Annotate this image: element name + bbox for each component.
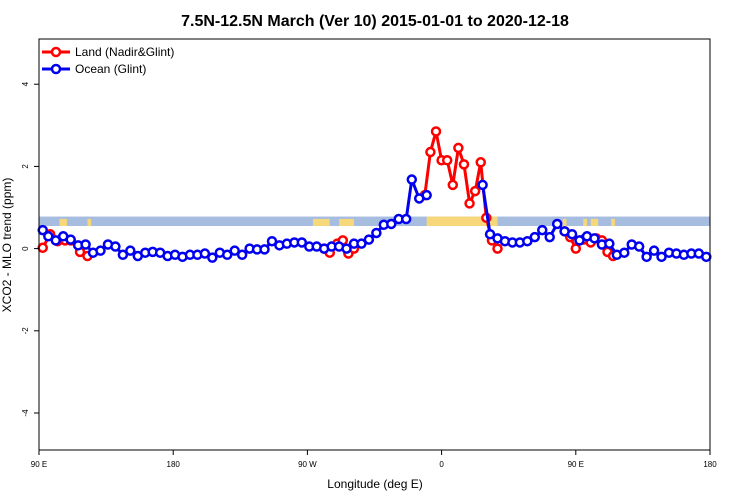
y-tick-label: -2 — [21, 327, 30, 335]
data-point — [400, 213, 412, 225]
data-point — [386, 218, 397, 230]
y-axis: -4 -2 0 2 4 — [21, 81, 39, 417]
data-point — [266, 235, 278, 247]
data-point — [619, 247, 630, 258]
data-point — [296, 237, 308, 248]
land-band-segment — [426, 216, 498, 227]
x-tick-label: 90 E — [31, 460, 47, 469]
data-point — [648, 245, 660, 256]
y-tick-label: 4 — [21, 81, 30, 86]
legend: Land (Nadir&Glint) Ocean (Glint) — [42, 45, 174, 76]
legend-land-marker — [50, 46, 62, 58]
data-point — [430, 126, 442, 137]
data-point — [80, 239, 91, 250]
data-point — [464, 198, 475, 209]
data-point — [259, 244, 270, 255]
land-band-segment — [87, 218, 92, 227]
data-point — [37, 242, 48, 254]
data-point — [589, 233, 600, 244]
data-point — [50, 235, 62, 246]
data-point — [570, 243, 582, 254]
data-point — [484, 228, 496, 240]
x-tick-label: 90 W — [298, 460, 317, 469]
land-band-segment — [339, 218, 354, 227]
legend-land-label: Land (Nadir&Glint) — [75, 45, 174, 59]
land-band-segment — [590, 218, 599, 227]
data-point — [551, 218, 563, 230]
y-tick-label: -4 — [21, 409, 30, 417]
chart-title: 7.5N-12.5N March (Ver 10) 2015-01-01 to … — [181, 13, 569, 30]
data-point — [604, 238, 615, 249]
data-point — [453, 142, 464, 154]
land-band-segment — [312, 218, 330, 227]
x-axis-label: Longitude (deg E) — [327, 477, 422, 491]
data-point — [95, 245, 106, 256]
data-point — [475, 157, 486, 168]
data-point — [356, 238, 367, 249]
data-point — [425, 146, 436, 158]
data-point — [199, 248, 211, 259]
data-point — [469, 185, 481, 197]
series-ocean — [37, 174, 712, 263]
data-point — [371, 227, 382, 239]
data-point — [406, 174, 418, 185]
data-point — [574, 235, 585, 246]
plot-frame — [38, 38, 711, 451]
series-layer — [37, 126, 712, 263]
y-tick-label: 0 — [21, 246, 30, 251]
data-point — [363, 234, 375, 245]
x-axis: 90 E 180 90 W 0 90 E 180 — [31, 450, 717, 469]
data-point — [421, 189, 432, 201]
data-point — [441, 154, 453, 166]
data-point — [65, 234, 76, 245]
data-point — [477, 179, 488, 191]
data-point — [447, 179, 459, 191]
x-tick-label: 0 — [439, 460, 444, 469]
land-band-segment — [562, 218, 567, 227]
land-band-segment — [583, 218, 587, 227]
land-band-segment — [611, 218, 615, 227]
data-point — [492, 243, 503, 254]
data-point — [236, 249, 248, 261]
data-point — [110, 241, 121, 252]
data-point — [701, 251, 712, 263]
legend-ocean-label: Ocean (Glint) — [75, 62, 146, 76]
data-point — [633, 241, 645, 252]
land-ocean-band — [39, 216, 710, 227]
data-point — [229, 245, 240, 256]
data-point — [544, 231, 555, 243]
data-point — [641, 251, 652, 263]
y-tick-label: 2 — [21, 164, 30, 169]
data-point — [537, 224, 548, 236]
data-point — [656, 251, 667, 263]
data-point — [341, 243, 352, 254]
legend-ocean-marker — [50, 63, 62, 75]
data-point — [125, 245, 136, 256]
x-tick-label: 180 — [703, 460, 717, 469]
data-point — [529, 231, 541, 243]
data-point — [43, 231, 54, 242]
data-point — [566, 228, 578, 240]
y-axis-label: XCO2 - MLO trend (ppm) — [0, 178, 14, 313]
land-band-segment — [59, 218, 67, 227]
data-point — [117, 249, 129, 261]
x-tick-label: 90 E — [568, 460, 584, 469]
data-point — [222, 249, 233, 261]
x-tick-label: 180 — [167, 460, 181, 469]
data-point — [522, 235, 533, 247]
ocean-band — [39, 216, 710, 227]
data-point — [207, 252, 218, 263]
data-point — [458, 159, 470, 170]
